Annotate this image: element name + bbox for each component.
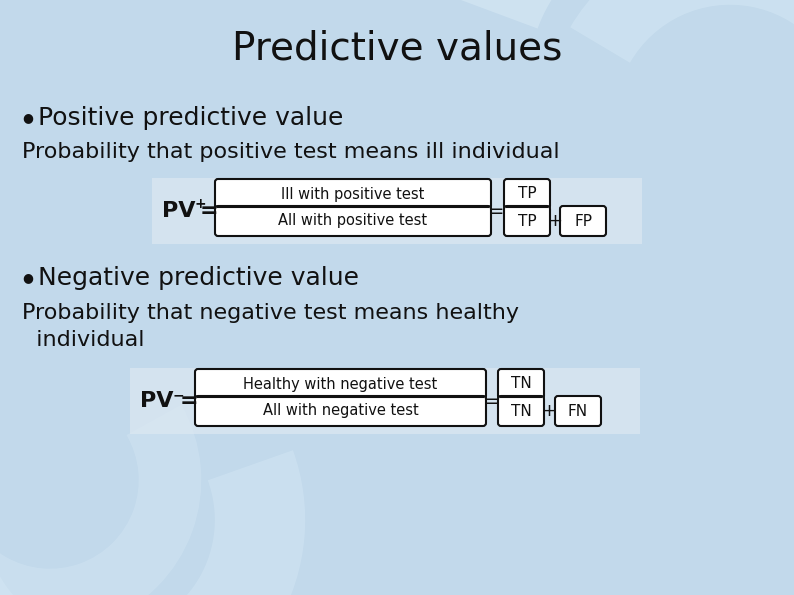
FancyBboxPatch shape (152, 178, 642, 244)
Text: +: + (195, 197, 206, 211)
Text: FN: FN (568, 403, 588, 418)
Text: TP: TP (518, 214, 536, 228)
Text: All with positive test: All with positive test (279, 214, 427, 228)
Text: +: + (548, 212, 562, 230)
Text: =: = (180, 391, 198, 411)
Text: PV: PV (162, 201, 195, 221)
Text: TP: TP (518, 186, 536, 202)
Text: All with negative test: All with negative test (263, 403, 418, 418)
Text: =: = (488, 202, 504, 221)
Text: ●: ● (22, 111, 33, 124)
Text: =: = (200, 201, 218, 221)
Text: TN: TN (511, 403, 531, 418)
Text: −: − (173, 388, 185, 402)
Text: Positive predictive value: Positive predictive value (38, 106, 343, 130)
Text: +: + (542, 402, 557, 420)
Text: Negative predictive value: Negative predictive value (38, 266, 359, 290)
FancyBboxPatch shape (498, 369, 544, 399)
FancyBboxPatch shape (130, 368, 640, 434)
Text: Probability that negative test means healthy: Probability that negative test means hea… (22, 303, 519, 323)
Text: individual: individual (22, 330, 145, 350)
FancyBboxPatch shape (498, 396, 544, 426)
FancyBboxPatch shape (504, 206, 550, 236)
FancyBboxPatch shape (504, 179, 550, 209)
FancyBboxPatch shape (195, 396, 486, 426)
Text: =: = (483, 392, 499, 411)
Text: TN: TN (511, 377, 531, 392)
Text: FP: FP (574, 214, 592, 228)
FancyBboxPatch shape (555, 396, 601, 426)
FancyBboxPatch shape (215, 206, 491, 236)
Text: ●: ● (22, 271, 33, 284)
Text: PV: PV (140, 391, 174, 411)
Text: Predictive values: Predictive values (232, 29, 562, 67)
FancyBboxPatch shape (195, 369, 486, 399)
FancyBboxPatch shape (560, 206, 606, 236)
FancyBboxPatch shape (215, 179, 491, 209)
Text: Healthy with negative test: Healthy with negative test (244, 377, 437, 392)
Text: Probability that positive test means ill individual: Probability that positive test means ill… (22, 142, 560, 162)
Text: Ill with positive test: Ill with positive test (281, 186, 425, 202)
